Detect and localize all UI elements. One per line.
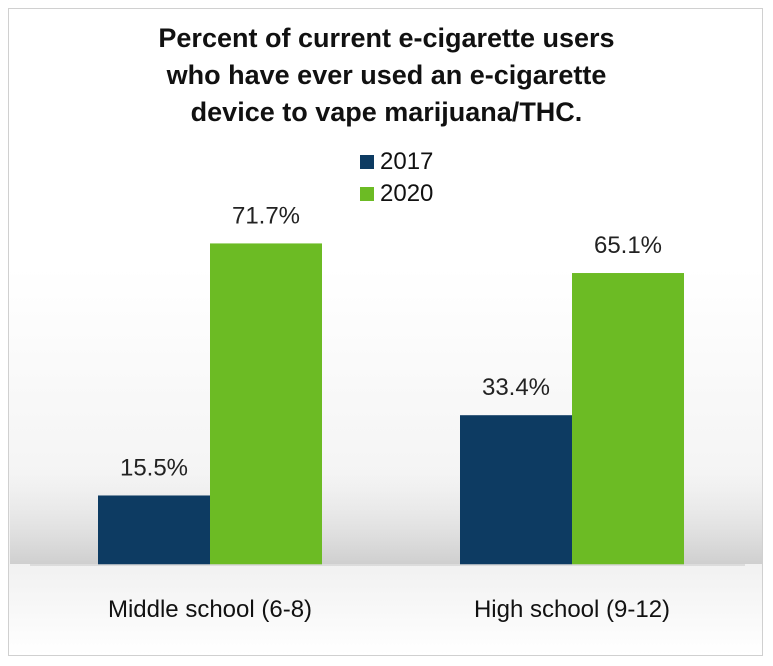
bar-2017-middle-school bbox=[98, 495, 210, 565]
legend-label-2020: 2020 bbox=[380, 180, 434, 207]
chart-title-line-3: device to vape marijuana/THC. bbox=[190, 97, 583, 127]
legend-item-2020: 2020 bbox=[360, 178, 433, 210]
chart-legend: 2017 2020 bbox=[360, 146, 433, 210]
legend-label-2017: 2017 bbox=[380, 148, 434, 175]
legend-swatch-2017 bbox=[360, 155, 374, 169]
bar-2020-middle-school bbox=[210, 243, 322, 565]
x-tick-label-middle-school: Middle school (6-8) bbox=[108, 596, 312, 623]
data-label-2020-middle-school: 71.7% bbox=[232, 202, 300, 229]
legend-item-2017: 2017 bbox=[360, 146, 433, 178]
chart-title: Percent of current e-cigarette users who… bbox=[0, 20, 773, 131]
chart-title-line-2: who have ever used an e-cigarette bbox=[166, 60, 607, 90]
data-label-2017-middle-school: 15.5% bbox=[120, 454, 188, 481]
data-label-2020-high-school: 65.1% bbox=[594, 232, 662, 259]
chart-title-line-1: Percent of current e-cigarette users bbox=[158, 23, 615, 53]
bar-2020-high-school bbox=[572, 273, 684, 565]
legend-swatch-2020 bbox=[360, 187, 374, 201]
x-tick-label-high-school: High school (9-12) bbox=[474, 596, 670, 623]
data-label-2017-high-school: 33.4% bbox=[482, 374, 550, 401]
bar-2017-high-school bbox=[460, 415, 572, 565]
